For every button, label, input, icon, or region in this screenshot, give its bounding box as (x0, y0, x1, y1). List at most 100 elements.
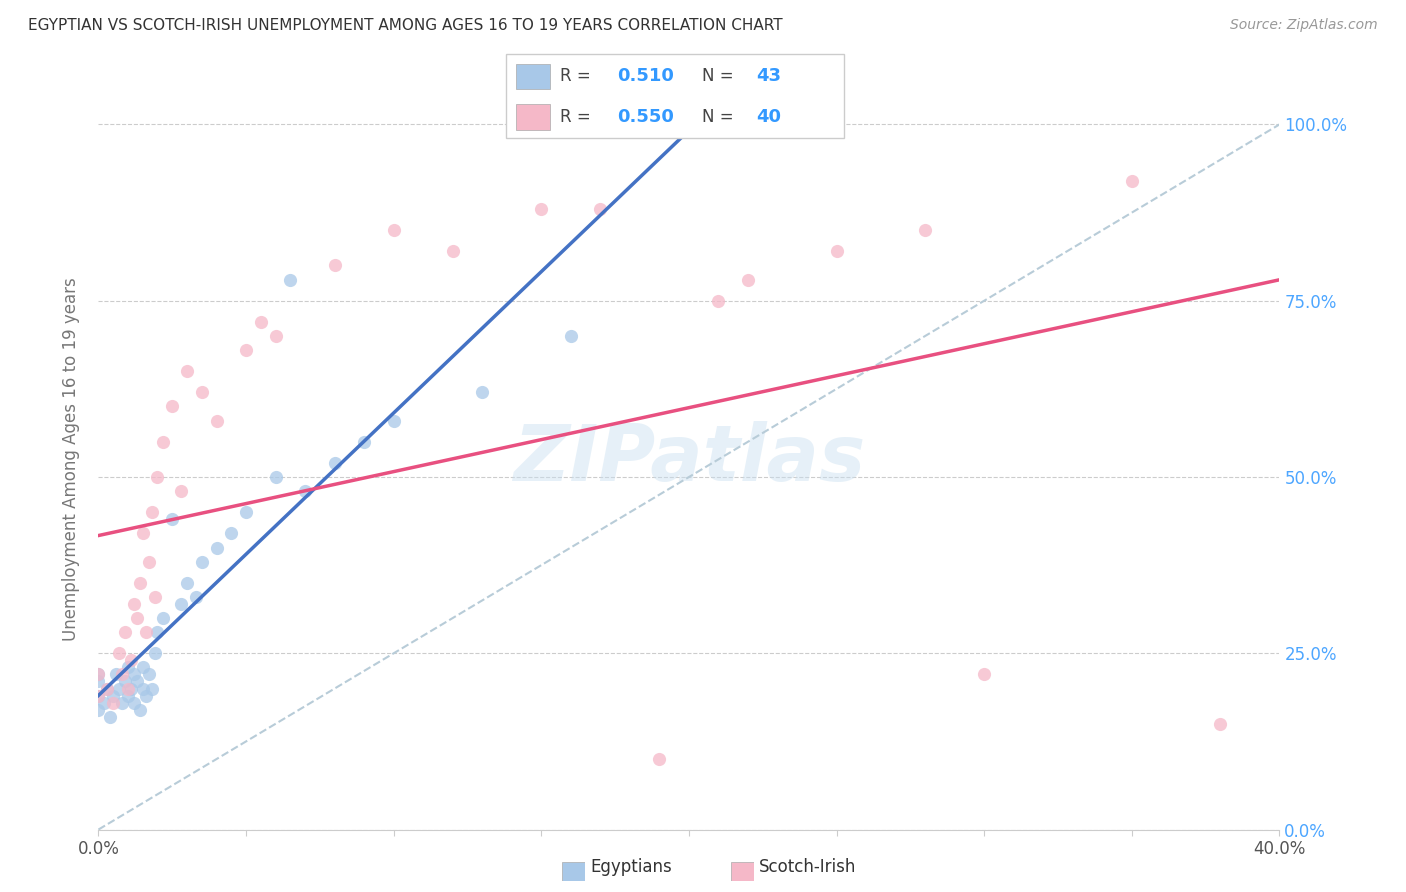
Point (560, 329, 582, 343)
Point (125, 611, 148, 625)
Point (707, 293, 730, 308)
Point (87, 667, 110, 681)
Point (191, 555, 214, 569)
Text: Egyptians: Egyptians (591, 858, 672, 876)
Point (530, 202, 553, 216)
Text: 40: 40 (756, 108, 780, 126)
Point (108, 681, 131, 696)
Point (128, 703, 150, 717)
Point (146, 470, 169, 484)
Point (264, 329, 287, 343)
Point (205, 414, 228, 428)
Point (235, 505, 257, 519)
Point (132, 660, 155, 674)
Point (122, 696, 145, 710)
Point (235, 343, 257, 357)
Point (382, 223, 405, 237)
Point (132, 526, 155, 541)
Text: N =: N = (702, 108, 738, 126)
Point (103, 689, 125, 703)
Point (111, 667, 134, 681)
Point (176, 575, 198, 590)
Point (120, 681, 142, 696)
Point (323, 259, 346, 273)
Point (382, 414, 405, 428)
Point (471, 385, 494, 400)
Point (152, 611, 174, 625)
Text: N =: N = (702, 68, 738, 86)
Point (162, 512, 183, 526)
Point (135, 625, 157, 640)
Point (162, 400, 183, 414)
Point (108, 646, 131, 660)
Y-axis label: Unemployment Among Ages 16 to 19 years: Unemployment Among Ages 16 to 19 years (62, 277, 80, 641)
Text: 0.550: 0.550 (617, 108, 675, 126)
Point (87, 674, 110, 689)
Point (117, 689, 139, 703)
Point (117, 681, 139, 696)
Point (96, 681, 118, 696)
Point (87, 689, 110, 703)
Point (128, 575, 150, 590)
Point (141, 505, 163, 519)
Point (132, 681, 155, 696)
Text: EGYPTIAN VS SCOTCH-IRISH UNEMPLOYMENT AMONG AGES 16 TO 19 YEARS CORRELATION CHAR: EGYPTIAN VS SCOTCH-IRISH UNEMPLOYMENT AM… (28, 18, 783, 33)
Point (87, 703, 110, 717)
Text: 0.510: 0.510 (617, 68, 675, 86)
Point (205, 541, 228, 555)
Point (170, 484, 193, 499)
Point (280, 272, 302, 286)
Point (120, 653, 142, 667)
Point (138, 667, 160, 681)
Point (105, 667, 128, 681)
Point (1121, 174, 1143, 188)
Point (294, 484, 316, 499)
Point (122, 667, 145, 681)
Point (93, 696, 115, 710)
Point (125, 674, 148, 689)
Point (87, 667, 110, 681)
Point (98, 710, 121, 724)
Point (143, 646, 166, 660)
Point (264, 470, 287, 484)
Point (441, 244, 464, 259)
Point (87, 689, 110, 703)
Point (103, 696, 125, 710)
Text: Scotch-Irish: Scotch-Irish (759, 858, 856, 876)
Point (648, 752, 671, 766)
Point (737, 272, 759, 286)
Point (1209, 716, 1232, 731)
Text: ZIPatlas: ZIPatlas (513, 421, 865, 498)
Point (114, 625, 136, 640)
Point (152, 434, 174, 449)
Point (589, 202, 612, 216)
Point (143, 590, 166, 604)
Point (170, 597, 193, 611)
Bar (516, 104, 550, 130)
Point (135, 689, 157, 703)
Point (825, 244, 848, 259)
Point (122, 597, 145, 611)
Point (114, 674, 136, 689)
Text: 43: 43 (756, 68, 780, 86)
Point (146, 625, 169, 640)
Text: R =: R = (560, 108, 596, 126)
Point (141, 681, 163, 696)
Point (221, 526, 243, 541)
Point (176, 364, 198, 378)
Point (184, 590, 207, 604)
Text: Source: ZipAtlas.com: Source: ZipAtlas.com (1230, 18, 1378, 32)
Point (250, 315, 273, 329)
Point (117, 660, 139, 674)
Point (973, 667, 995, 681)
Text: R =: R = (560, 68, 596, 86)
Point (323, 456, 346, 470)
FancyBboxPatch shape (506, 54, 844, 138)
Point (138, 555, 160, 569)
Point (111, 696, 134, 710)
Bar (516, 63, 550, 89)
Point (914, 223, 936, 237)
Point (96, 681, 118, 696)
Point (191, 385, 214, 400)
Point (353, 434, 375, 449)
